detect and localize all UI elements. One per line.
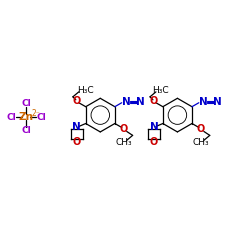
Text: Cl: Cl bbox=[21, 99, 31, 108]
Text: CH₃: CH₃ bbox=[116, 138, 132, 147]
Text: N: N bbox=[136, 97, 144, 107]
Text: N: N bbox=[200, 97, 208, 107]
Text: H₃C: H₃C bbox=[78, 86, 94, 96]
Text: Cl: Cl bbox=[36, 112, 46, 122]
Text: Zn: Zn bbox=[18, 112, 34, 122]
Text: CH₃: CH₃ bbox=[192, 138, 209, 147]
Text: 2⁻: 2⁻ bbox=[31, 109, 40, 118]
Text: N: N bbox=[150, 122, 158, 132]
Text: Cl: Cl bbox=[21, 126, 31, 136]
Text: Cl: Cl bbox=[6, 112, 16, 122]
Text: O: O bbox=[150, 96, 158, 106]
Text: N: N bbox=[122, 97, 131, 107]
Text: O: O bbox=[73, 137, 81, 147]
Text: N: N bbox=[213, 97, 222, 107]
Text: H₃C: H₃C bbox=[152, 86, 169, 96]
Text: O: O bbox=[120, 124, 128, 134]
Text: N: N bbox=[72, 122, 81, 132]
Text: O: O bbox=[150, 137, 158, 147]
Text: O: O bbox=[73, 96, 81, 106]
Text: O: O bbox=[197, 124, 205, 134]
